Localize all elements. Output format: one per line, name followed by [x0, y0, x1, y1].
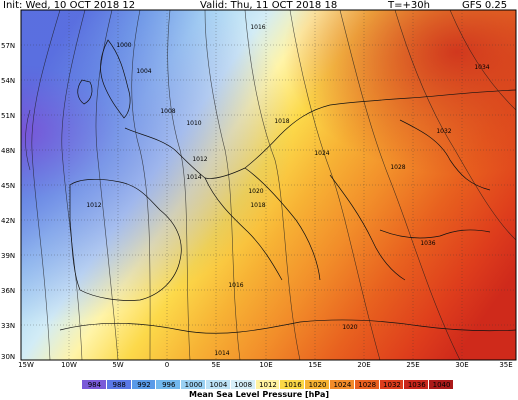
map-border	[20, 9, 517, 361]
pressure-legend	[82, 380, 454, 389]
legend-value: 1012	[259, 381, 277, 389]
isobar-label: 1014	[186, 174, 202, 181]
isobar-lines	[25, 9, 517, 361]
lon-label: 10E	[259, 361, 273, 369]
lon-label: 25E	[406, 361, 420, 369]
legend-value: 1008	[234, 381, 253, 389]
legend-value: 1024	[333, 381, 352, 389]
legend-swatch	[379, 380, 405, 389]
lat-label: 42N	[1, 217, 16, 225]
legend-swatch	[131, 380, 157, 389]
legend-value: 984	[87, 381, 102, 389]
isobar-label: 1010	[186, 120, 202, 127]
lat-label: 48N	[1, 147, 16, 155]
legend-value: 996	[162, 381, 176, 389]
init-time: Init: Wed, 10 OCT 2018 12	[3, 0, 136, 11]
lat-label: 45N	[1, 182, 16, 190]
isobar-label: 1020	[248, 188, 264, 195]
isobar-label: 1000	[116, 42, 132, 49]
lat-label: 30N	[1, 353, 16, 361]
legend-swatch	[156, 380, 182, 389]
isobar-label: 1014	[214, 350, 230, 357]
lon-label: 30E	[455, 361, 469, 369]
lat-label: 51N	[1, 112, 16, 120]
isobar-label: 1036	[420, 240, 436, 247]
legend-value: 1032	[383, 381, 401, 389]
coastlines	[59, 39, 517, 334]
lon-label: 15E	[308, 361, 322, 369]
isobar-label: 1034	[474, 64, 490, 71]
legend-swatch	[429, 380, 454, 389]
legend-swatch	[305, 380, 330, 389]
lon-label: 0	[164, 361, 170, 369]
lon-label: 5E	[211, 361, 221, 369]
lat-label: 39N	[1, 252, 16, 260]
legend-value: 1016	[283, 381, 302, 389]
legend-swatch	[329, 380, 355, 389]
legend-value: 1040	[432, 381, 451, 389]
isobar-label: 1020	[342, 324, 358, 331]
legend-value: 1004	[209, 381, 228, 389]
legend-swatch	[404, 380, 430, 389]
legend-value: 1020	[308, 381, 327, 389]
legend-value: 992	[137, 381, 151, 389]
lon-label: 20E	[357, 361, 371, 369]
lon-label: 35E	[499, 361, 513, 369]
legend-value: 988	[112, 381, 126, 389]
lon-label: 15W	[18, 361, 34, 369]
legend-swatch	[280, 380, 306, 389]
lat-label: 33N	[1, 322, 16, 330]
high-pressure-center	[21, 10, 516, 360]
legend-swatch	[106, 380, 132, 389]
forecast-lead: T=+30h	[388, 0, 430, 11]
isobar-label: 1012	[86, 202, 102, 209]
legend-swatch	[82, 380, 107, 389]
isobar-label: 1016	[228, 282, 244, 289]
legend-title: Mean Sea Level Pressure [hPa]	[189, 390, 329, 399]
isobar-label: 1018	[274, 118, 290, 125]
legend-swatch	[354, 380, 380, 389]
legend-swatch	[255, 380, 281, 389]
legend-value: 1000	[184, 381, 203, 389]
isobar-label: 1016	[250, 24, 266, 31]
legend-swatch	[181, 380, 206, 389]
isobar-label: 1018	[250, 202, 266, 209]
lat-label: 54N	[1, 77, 16, 85]
valid-time: Valid: Thu, 11 OCT 2018 18	[200, 0, 338, 11]
isobar-label: 1004	[136, 68, 152, 75]
lat-lon-grid	[21, 10, 516, 360]
pressure-legend-values: 984 988 992 996 1000 1004 1008 1012 1016 1020 1024…	[82, 381, 454, 390]
lon-label: 5W	[112, 361, 124, 369]
isobar-label: 1024	[314, 150, 330, 157]
legend-value: 1036	[407, 381, 426, 389]
legend-value: 1028	[358, 381, 377, 389]
isobar-label: 1028	[390, 164, 406, 171]
isobar-label: 1008	[160, 108, 176, 115]
lat-label: 57N	[1, 42, 16, 50]
model-name: GFS 0.25	[462, 0, 508, 11]
legend-swatch	[230, 380, 256, 389]
legend-swatch	[205, 380, 231, 389]
lon-label: 10W	[61, 361, 77, 369]
isobar-label: 1032	[436, 128, 452, 135]
lat-label: 36N	[1, 287, 16, 295]
isobar-label: 1012	[192, 156, 208, 163]
